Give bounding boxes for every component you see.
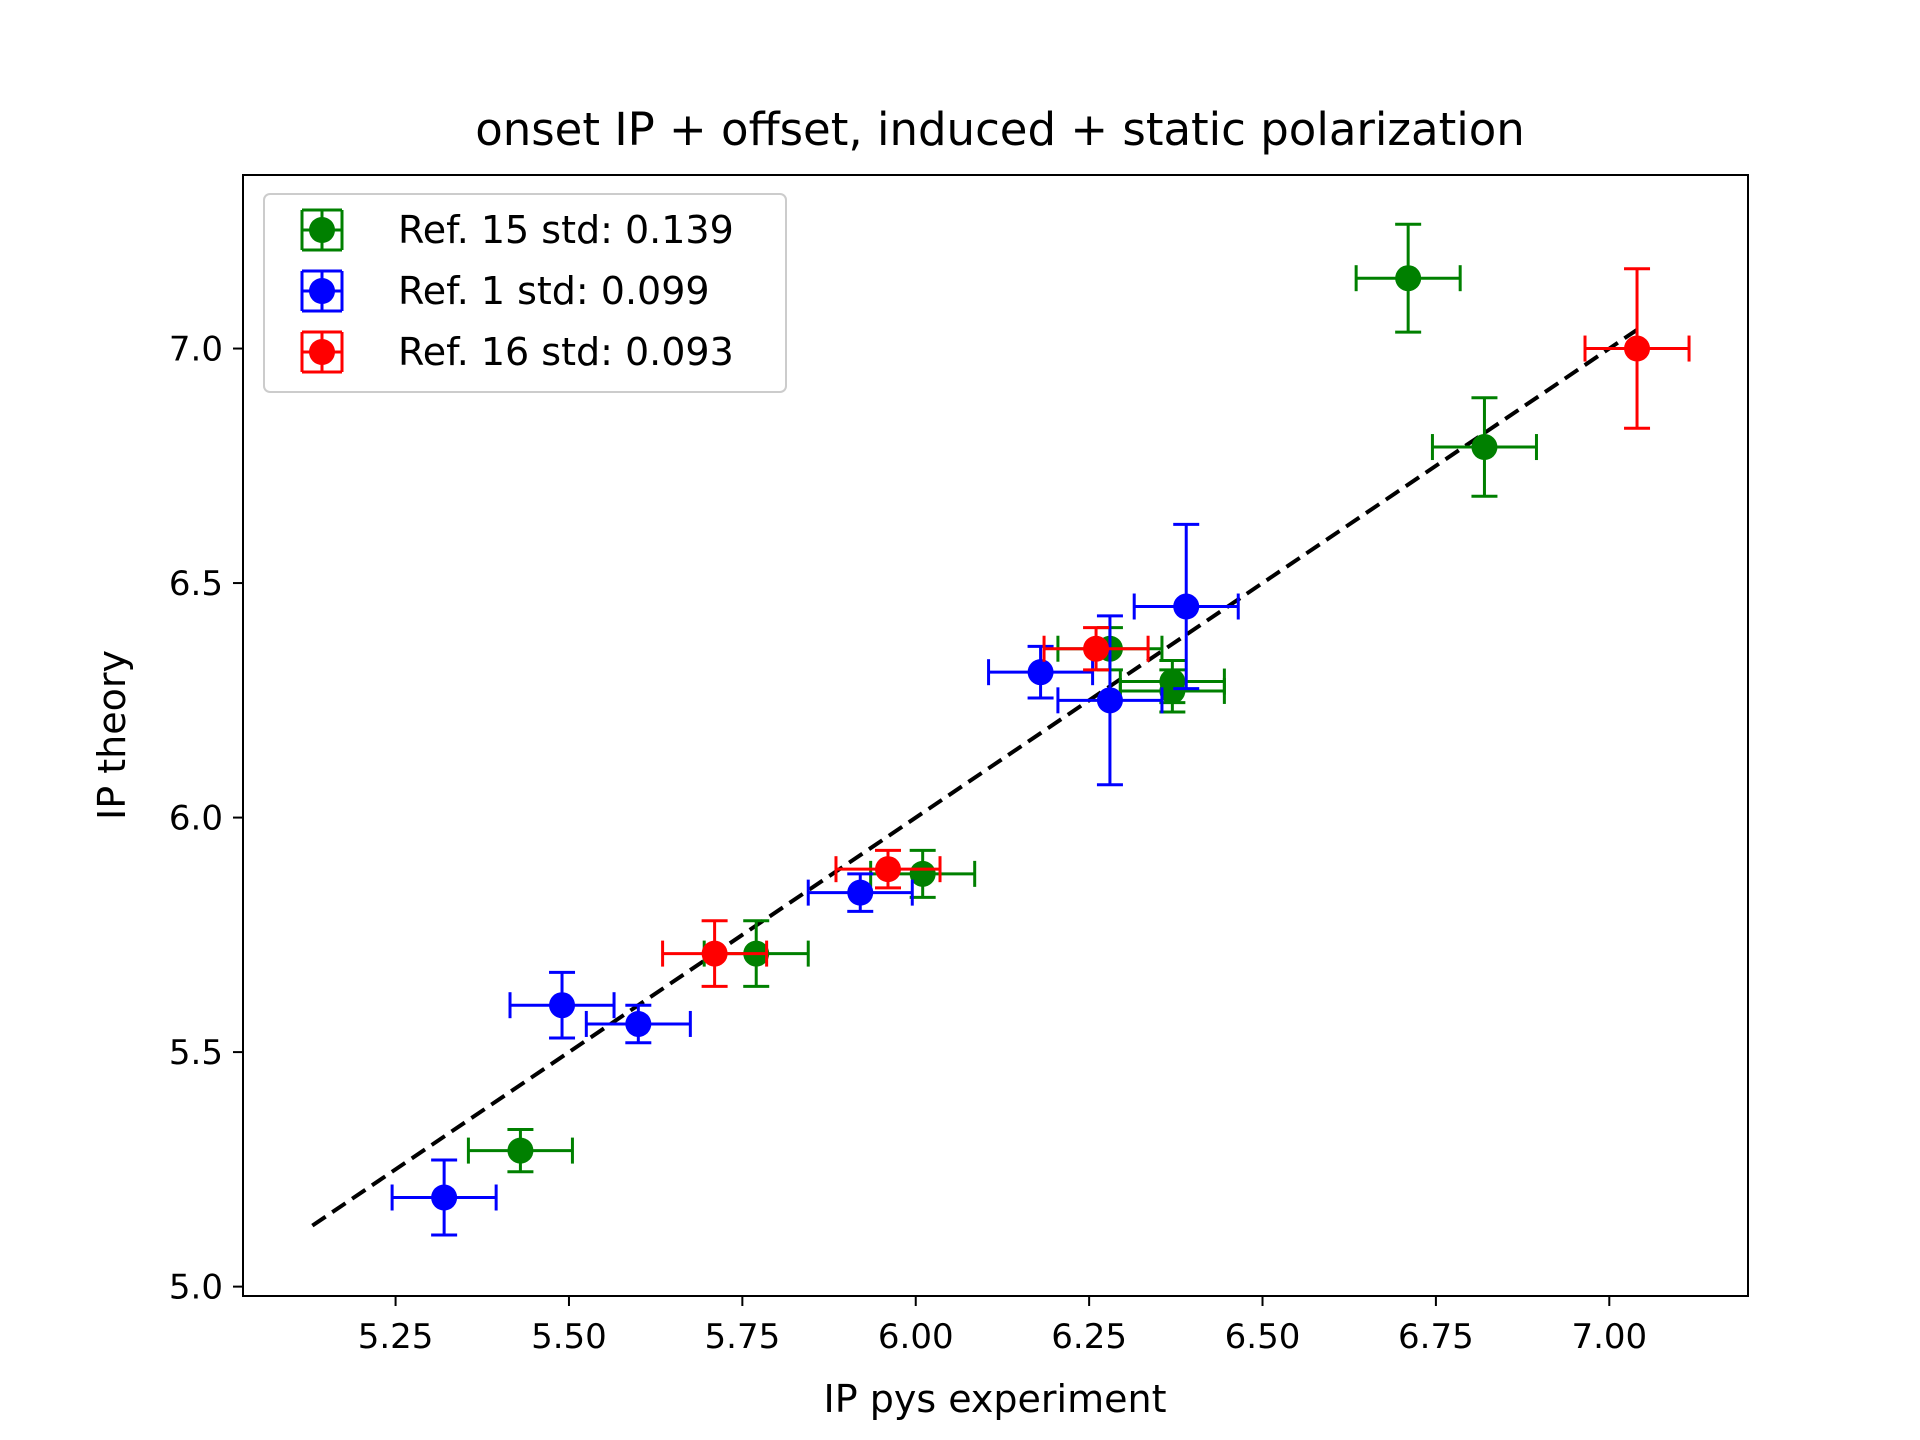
point-marker <box>1083 635 1110 662</box>
point-marker <box>1159 677 1186 704</box>
data-point <box>1354 222 1462 334</box>
y-tick-label: 7.0 <box>169 330 223 370</box>
point-marker <box>1471 434 1498 461</box>
fit-line <box>311 328 1639 1228</box>
data-point <box>869 848 977 899</box>
data-point <box>1132 522 1240 691</box>
x-tick-label: 6.00 <box>878 1317 954 1357</box>
legend: Ref. 15 std: 0.139 Ref. 1 std: 0.099 Ref. … <box>263 193 787 393</box>
point-marker <box>549 992 576 1019</box>
series-2 <box>390 522 1240 1237</box>
point-marker <box>909 860 936 887</box>
data-point <box>466 1127 574 1174</box>
legend-box <box>263 193 787 393</box>
data-point <box>390 1158 498 1237</box>
x-tick-label: 6.25 <box>1051 1317 1127 1357</box>
point-marker <box>625 1010 652 1037</box>
legend-entry: Ref. 15 std: 0.139 <box>300 208 734 252</box>
x-axis-ticks: 5.25 5.50 5.75 6.00 6.25 6.50 6.75 7.00 <box>358 1296 1647 1357</box>
y-axis-ticks: 5.0 5.5 6.0 6.5 7.0 <box>169 330 243 1308</box>
legend-label: Ref. 1 std: 0.099 <box>398 269 710 313</box>
data-point <box>661 919 769 988</box>
legend-marker <box>309 278 335 304</box>
plot-area <box>311 222 1691 1237</box>
legend-label: Ref. 16 std: 0.093 <box>398 330 734 374</box>
y-tick-label: 5.5 <box>169 1033 223 1073</box>
axes-frame <box>242 174 1749 1297</box>
x-axis-label: IP pys experiment <box>824 1377 1167 1421</box>
data-point <box>987 644 1095 700</box>
data-point <box>806 872 914 913</box>
data-point <box>508 970 616 1040</box>
point-marker <box>507 1137 534 1164</box>
x-tick-label: 7.00 <box>1571 1317 1647 1357</box>
data-point <box>584 1003 692 1045</box>
y-axis-label: IP theory <box>90 650 134 820</box>
chart-title: onset IP + offset, induced + static pola… <box>475 103 1525 156</box>
y-tick-label: 6.5 <box>169 564 223 604</box>
point-marker <box>1624 335 1651 362</box>
point-marker <box>1096 687 1123 714</box>
x-tick-label: 6.50 <box>1225 1317 1301 1357</box>
y-tick-label: 6.0 <box>169 799 223 839</box>
point-marker <box>701 940 728 967</box>
point-marker <box>431 1184 458 1211</box>
data-point <box>834 848 942 890</box>
legend-label: Ref. 15 std: 0.139 <box>398 208 734 252</box>
x-tick-label: 5.25 <box>358 1317 434 1357</box>
data-point <box>1118 668 1226 714</box>
y-tick-label: 5.0 <box>169 1268 223 1308</box>
data-point <box>1583 267 1691 430</box>
data-point <box>1430 396 1538 498</box>
x-tick-label: 5.50 <box>531 1317 607 1357</box>
legend-marker <box>309 339 335 365</box>
point-marker <box>1395 265 1422 292</box>
point-marker <box>875 856 901 883</box>
legend-entry: Ref. 1 std: 0.099 <box>300 269 710 313</box>
point-marker <box>847 879 874 906</box>
data-point <box>1042 626 1150 672</box>
x-tick-label: 5.75 <box>705 1317 781 1357</box>
legend-entry: Ref. 16 std: 0.093 <box>300 330 734 374</box>
series-1 <box>466 222 1538 1174</box>
series-3 <box>661 267 1691 988</box>
data-point <box>1056 614 1164 787</box>
legend-marker <box>309 217 335 243</box>
point-marker <box>1027 659 1054 686</box>
point-marker <box>1173 593 1200 620</box>
x-tick-label: 6.75 <box>1398 1317 1474 1357</box>
